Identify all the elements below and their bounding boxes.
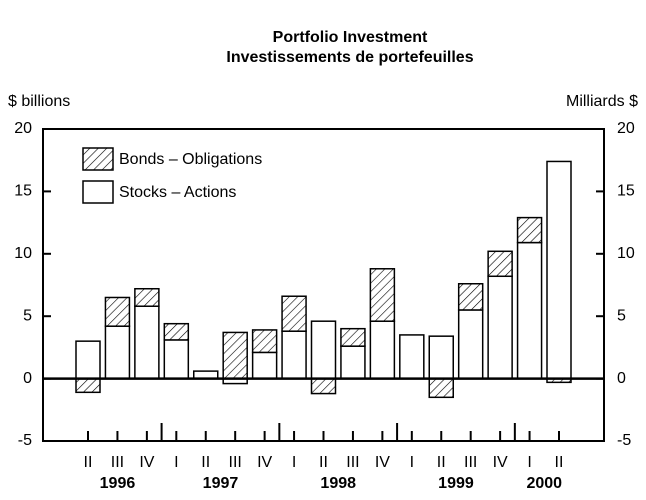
bar-segment [428, 377, 454, 399]
x-tick-label: III [464, 454, 477, 471]
year-label: 2000 [526, 475, 562, 492]
x-tick-label: III [229, 454, 242, 471]
year-label: 1999 [438, 475, 474, 492]
bar-segment [457, 283, 484, 311]
bar-segment [340, 345, 366, 380]
year-label: 1997 [203, 475, 239, 492]
y2-tick-label: -5 [617, 432, 631, 449]
bar-segment [516, 241, 543, 380]
y-tick-label: 20 [14, 120, 32, 137]
legend-label: Bonds – Obligations [119, 151, 262, 168]
x-tick-label: I [292, 454, 296, 471]
x-tick-label: I [527, 454, 531, 471]
y2-tick-label: 5 [617, 307, 626, 324]
x-tick-label: II [84, 454, 93, 471]
x-tick-label: I [174, 454, 178, 471]
bar-segment [428, 335, 454, 380]
y2-tick-label: 20 [617, 120, 635, 137]
bar-segment [369, 320, 396, 380]
bar-segment [310, 320, 337, 380]
legend-swatch [82, 147, 114, 171]
y2-tick-label: 15 [617, 183, 635, 200]
x-tick-label: IV [257, 454, 272, 471]
bar-segment [75, 377, 101, 394]
x-tick-label: II [437, 454, 446, 471]
y2-tick-label: 10 [617, 245, 635, 262]
bar-segment [104, 325, 131, 380]
x-tick-label: II [319, 454, 328, 471]
y-tick-label: -5 [18, 432, 32, 449]
legend-swatch [82, 180, 114, 204]
y-axis-label: $ billions [8, 93, 70, 110]
bar-segment [134, 287, 160, 307]
bar-segment [516, 216, 543, 244]
y2-axis-label: Milliards $ [566, 93, 638, 110]
bar-segment [487, 275, 513, 380]
year-label: 1996 [100, 475, 136, 492]
bar-segment [487, 250, 513, 278]
bar-segment [222, 331, 248, 380]
bar-segment [340, 327, 366, 347]
bar-segment [399, 334, 425, 380]
year-label: 1998 [320, 475, 356, 492]
x-tick-label: III [111, 454, 124, 471]
bar-segment [75, 340, 101, 380]
x-tick-label: IV [139, 454, 154, 471]
x-tick-label: IV [493, 454, 508, 471]
y-tick-label: 10 [14, 245, 32, 262]
bar-segment [369, 268, 396, 322]
bar-segment [281, 295, 307, 332]
bar-segment [310, 377, 337, 395]
x-tick-label: II [555, 454, 564, 471]
y-tick-label: 15 [14, 183, 32, 200]
legend-label: Stocks – Actions [119, 184, 236, 201]
bar-segment [457, 309, 484, 380]
x-tick-label: IV [375, 454, 390, 471]
chart-title: Portfolio Investment [273, 29, 428, 46]
bar-segment [251, 329, 278, 354]
bar-segment [251, 351, 278, 380]
x-tick-label: I [410, 454, 414, 471]
bar-segment [134, 305, 160, 380]
bar-segment [546, 160, 572, 380]
x-tick-label: III [346, 454, 359, 471]
bar-segment [163, 339, 190, 380]
bar-segment [163, 322, 190, 341]
bar-segment [104, 296, 131, 327]
y2-tick-label: 0 [617, 370, 626, 387]
y-tick-label: 5 [23, 307, 32, 324]
x-tick-label: II [201, 454, 210, 471]
chart-subtitle: Investissements de portefeuilles [226, 49, 473, 66]
y-tick-label: 0 [23, 370, 32, 387]
bar-segment [281, 330, 307, 380]
